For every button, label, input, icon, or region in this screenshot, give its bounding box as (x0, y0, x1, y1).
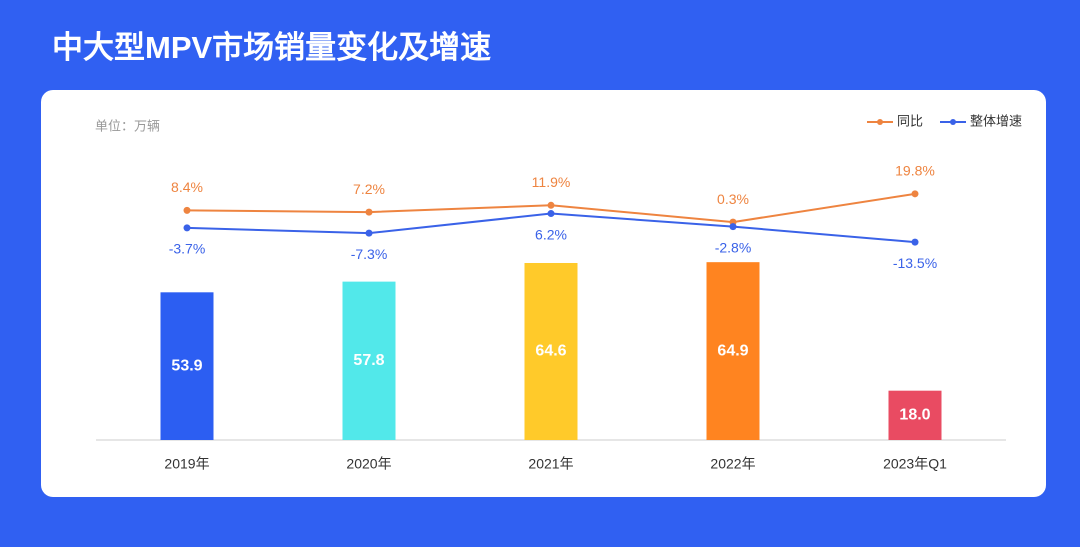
bar-value-label: 18.0 (899, 407, 930, 424)
line-value-label: 8.4% (171, 179, 203, 195)
x-tick-label: 2023年Q1 (883, 456, 947, 472)
chart-title: 中大型MPV市场销量变化及增速 (52, 30, 491, 65)
line-point (911, 238, 919, 246)
bar (706, 262, 760, 440)
line-value-label: -7.3% (351, 246, 388, 262)
line-value-label: 0.3% (717, 191, 749, 207)
bar (524, 262, 578, 440)
bar-value-label: 64.6 (535, 343, 566, 360)
line-value-label: 6.2% (535, 226, 567, 242)
line-value-label: 11.9% (532, 174, 571, 190)
bar-value-label: 53.9 (171, 357, 202, 374)
bar (888, 390, 942, 440)
line-point (547, 210, 555, 218)
line-point (365, 229, 373, 237)
x-tick-label: 2021年 (528, 456, 573, 472)
bar (342, 281, 396, 440)
line-value-label: -13.5% (893, 255, 937, 271)
line-point (911, 190, 919, 198)
bar (160, 292, 214, 440)
legend-swatch-dot (950, 119, 956, 125)
x-tick-label: 2019年 (164, 456, 209, 472)
line-point (547, 201, 555, 209)
x-tick-label: 2022年 (710, 456, 755, 472)
line-value-label: -3.7% (169, 241, 206, 257)
unit-label: 单位：万辆 (95, 118, 160, 133)
x-tick-label: 2020年 (346, 456, 391, 472)
line-value-label: -2.8% (715, 239, 752, 255)
legend-label: 同比 (897, 113, 923, 128)
line-point (729, 223, 737, 231)
line-value-label: 7.2% (353, 181, 385, 197)
line-value-label: 19.8% (895, 163, 935, 179)
line-point (183, 206, 191, 214)
bar-value-label: 57.8 (353, 352, 384, 369)
bar-value-label: 64.9 (717, 342, 748, 359)
legend-label: 整体增速 (970, 113, 1022, 128)
legend-swatch-dot (877, 119, 883, 125)
line-point (365, 208, 373, 216)
line-point (183, 224, 191, 232)
